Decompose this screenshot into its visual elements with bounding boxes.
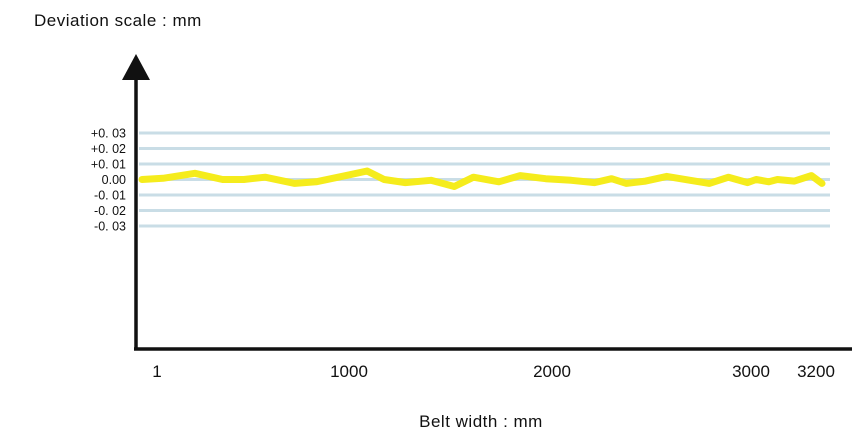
y-tick-label: -0. 02 xyxy=(94,204,126,218)
x-tick-label: 3000 xyxy=(732,362,770,381)
x-tick-label: 1 xyxy=(152,362,161,381)
y-tick-label: +0. 03 xyxy=(91,127,126,141)
series-layer xyxy=(138,167,826,190)
y-tick-label: -0. 03 xyxy=(94,220,126,234)
y-tick-label: 0.00 xyxy=(102,173,126,187)
x-tick-labels: 1 1000 2000 3000 3200 xyxy=(152,362,835,381)
y-axis-title: Deviation scale : mm xyxy=(34,11,202,30)
x-tick-label: 2000 xyxy=(533,362,571,381)
y-tick-label: +0. 02 xyxy=(91,142,126,156)
x-axis-title: Belt width : mm xyxy=(419,412,543,431)
y-tick-label: -0. 01 xyxy=(94,189,126,203)
x-tick-label: 1000 xyxy=(330,362,368,381)
axes xyxy=(122,54,852,351)
x-tick-label: 3200 xyxy=(797,362,835,381)
y-tick-label: +0. 01 xyxy=(91,158,126,172)
y-axis-arrow-icon xyxy=(122,54,150,80)
y-tick-labels: +0. 03+0. 02 +0. 010.00 -0. 01-0. 02 -0. 03 xyxy=(91,127,126,234)
series-line xyxy=(138,167,826,190)
